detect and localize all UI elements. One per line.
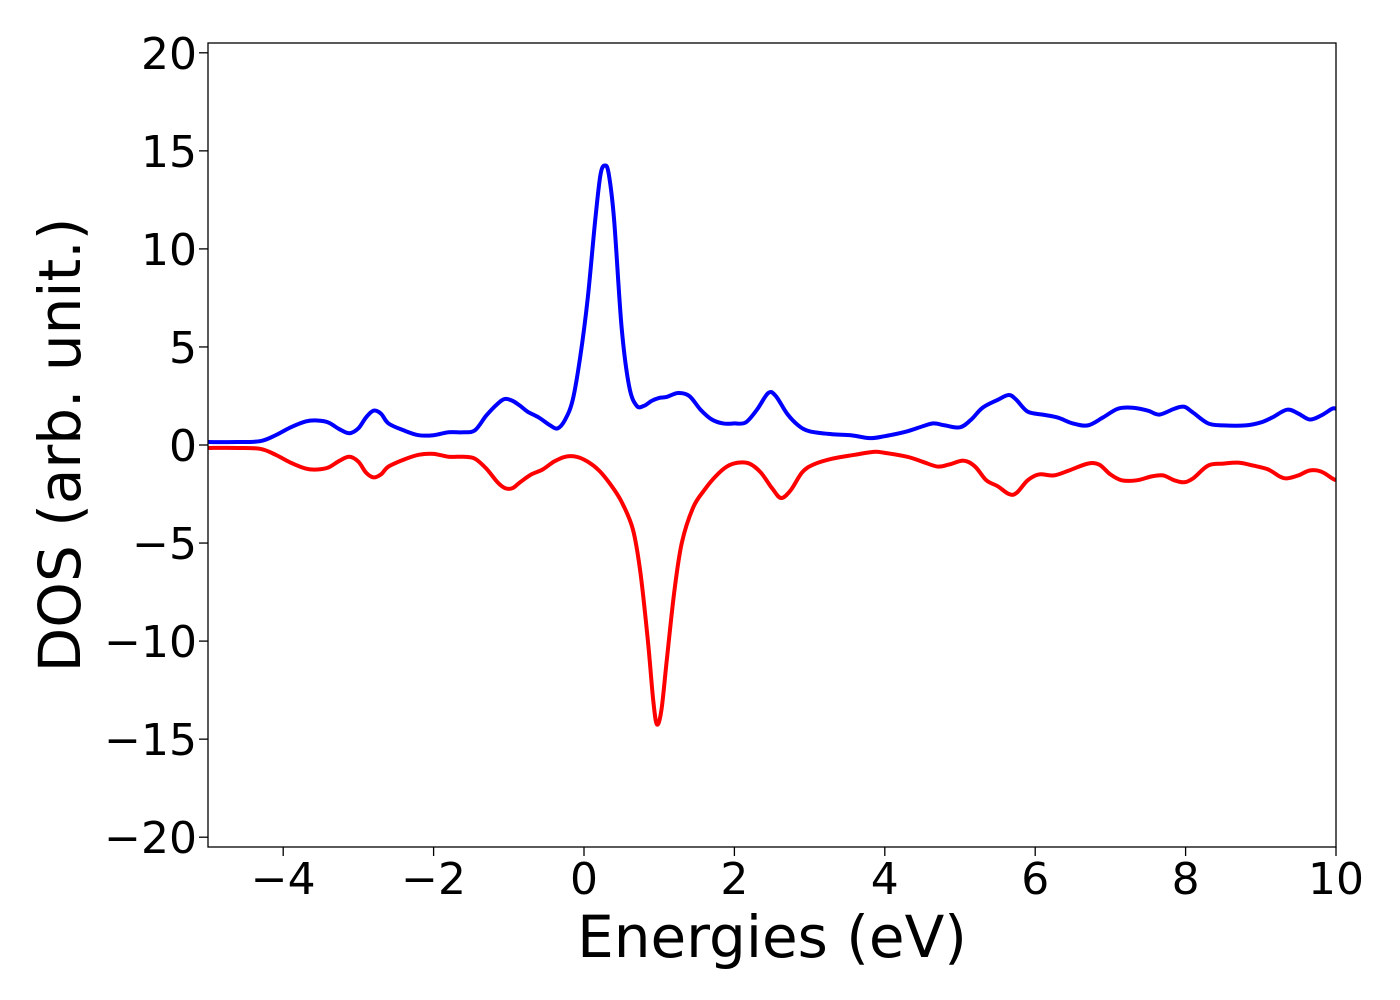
y-tick-label: 15 [141, 127, 197, 178]
y-tick-label: 10 [141, 225, 197, 276]
y-tick-label: −20 [104, 813, 197, 864]
x-axis-title: Energies (eV) [577, 903, 967, 971]
x-tick-label: 4 [871, 854, 899, 905]
y-axis-title: DOS (arb. unit.) [26, 218, 94, 673]
y-axis: 20 15 10 5 0 −5 −10 −15 −20 [104, 29, 208, 864]
x-tick-label: −4 [251, 854, 316, 905]
x-tick-label: 8 [1172, 854, 1200, 905]
dos-series-line-1 [208, 163, 1336, 445]
y-tick-label: 5 [169, 323, 197, 374]
y-tick-label: 0 [169, 421, 197, 472]
y-tick-label: −5 [132, 519, 197, 570]
y-tick-label: 20 [141, 29, 197, 80]
x-tick-label: −2 [401, 854, 466, 905]
y-tick-label: −15 [104, 715, 197, 766]
x-tick-label: 10 [1308, 854, 1364, 905]
x-tick-label: 0 [570, 854, 598, 905]
x-tick-label: 6 [1021, 854, 1049, 905]
dos-series-line-2 [208, 445, 1336, 727]
x-axis: −4 −2 0 2 4 6 8 10 [251, 847, 1364, 905]
plot-frame [207, 42, 1337, 848]
y-tick-label: −10 [104, 617, 197, 668]
series-layer [208, 163, 1336, 727]
x-tick-label: 2 [720, 854, 748, 905]
